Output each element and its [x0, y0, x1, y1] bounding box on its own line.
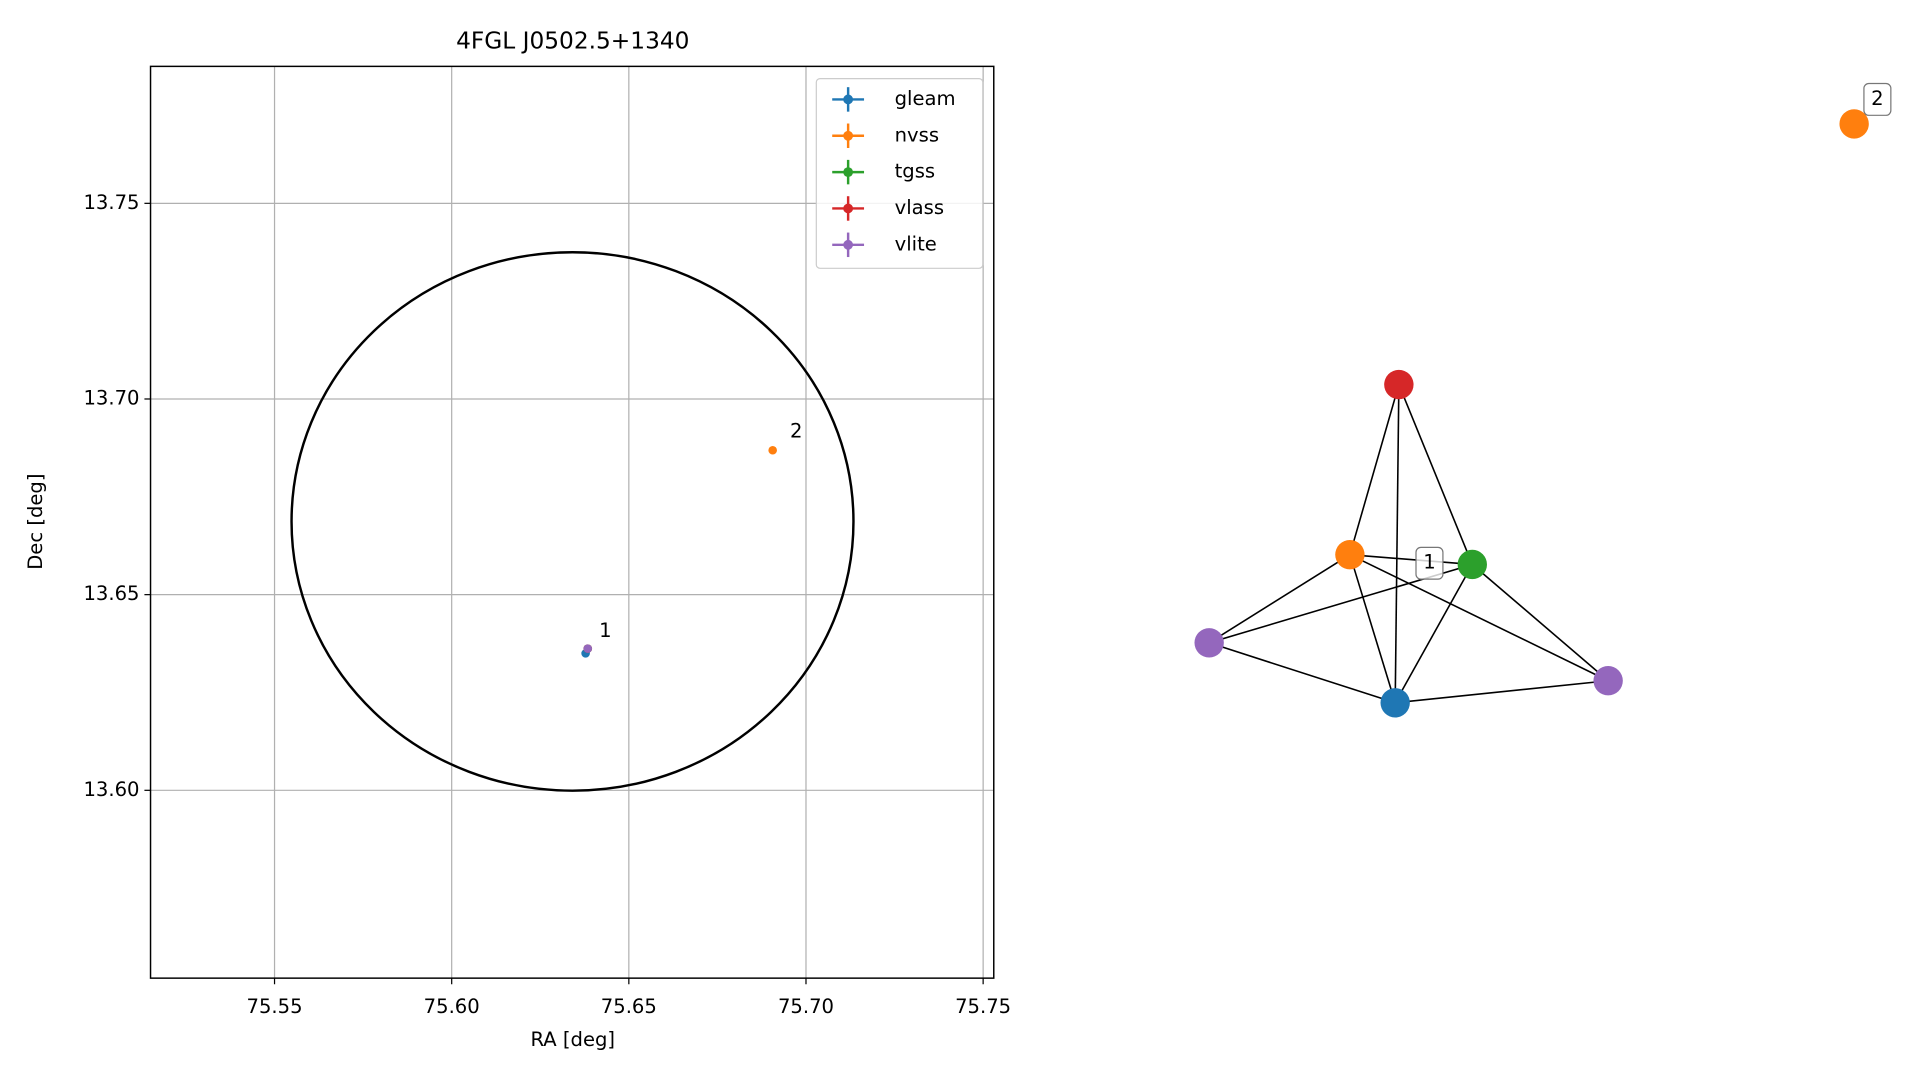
x-tick-label: 75.70: [778, 995, 834, 1018]
node: [1593, 666, 1623, 696]
legend-label: tgss: [895, 160, 936, 183]
legend-marker: [843, 94, 854, 105]
data-point: [583, 644, 593, 653]
annotation: 2: [790, 419, 802, 442]
node: [1384, 369, 1414, 400]
node-label: 2: [1871, 87, 1883, 110]
node: [1839, 109, 1869, 139]
x-tick-label: 75.60: [424, 995, 480, 1018]
y-tick-label: 13.65: [83, 582, 139, 605]
edge: [1349, 554, 1396, 704]
legend-label: gleam: [895, 87, 956, 110]
chart-title: 4FGL J0502.5+1340: [456, 27, 689, 54]
label-box: [1415, 546, 1444, 580]
legend-marker: [843, 203, 854, 214]
legend-box: [815, 77, 984, 269]
y-axis-label: Dec [deg]: [24, 473, 47, 569]
legend-label: vlass: [895, 196, 944, 219]
edge: [1471, 563, 1609, 682]
edge: [1349, 553, 1473, 566]
edge: [1349, 384, 1400, 555]
edge: [1208, 642, 1396, 704]
edge: [1394, 384, 1400, 703]
edge: [1208, 554, 1351, 644]
edge: [1398, 384, 1474, 565]
node: [1194, 628, 1224, 658]
y-tick-label: 13.75: [83, 191, 139, 214]
node: [1457, 549, 1487, 580]
node: [1380, 688, 1410, 718]
y-tick-label: 13.60: [83, 778, 139, 801]
node-label: 1: [1423, 551, 1435, 574]
x-tick-label: 75.55: [247, 995, 303, 1018]
annotation: 1: [599, 619, 611, 642]
edge: [1395, 679, 1609, 704]
legend-label: vlite: [895, 232, 937, 255]
legend-marker: [843, 239, 854, 250]
edge: [1349, 553, 1609, 682]
y-tick-label: 13.70: [83, 386, 139, 409]
label-box: [1863, 82, 1892, 116]
x-tick-label: 75.65: [601, 995, 657, 1018]
legend-label: nvss: [895, 123, 939, 146]
node: [1335, 540, 1365, 570]
x-axis-label: RA [deg]: [530, 1028, 615, 1051]
legend-marker: [843, 130, 854, 141]
error-ellipse: [290, 251, 855, 792]
edge: [1394, 564, 1473, 704]
plot-frame: [149, 65, 995, 979]
legend-marker: [843, 167, 854, 178]
data-point: [768, 445, 777, 455]
x-tick-label: 75.75: [955, 995, 1011, 1018]
